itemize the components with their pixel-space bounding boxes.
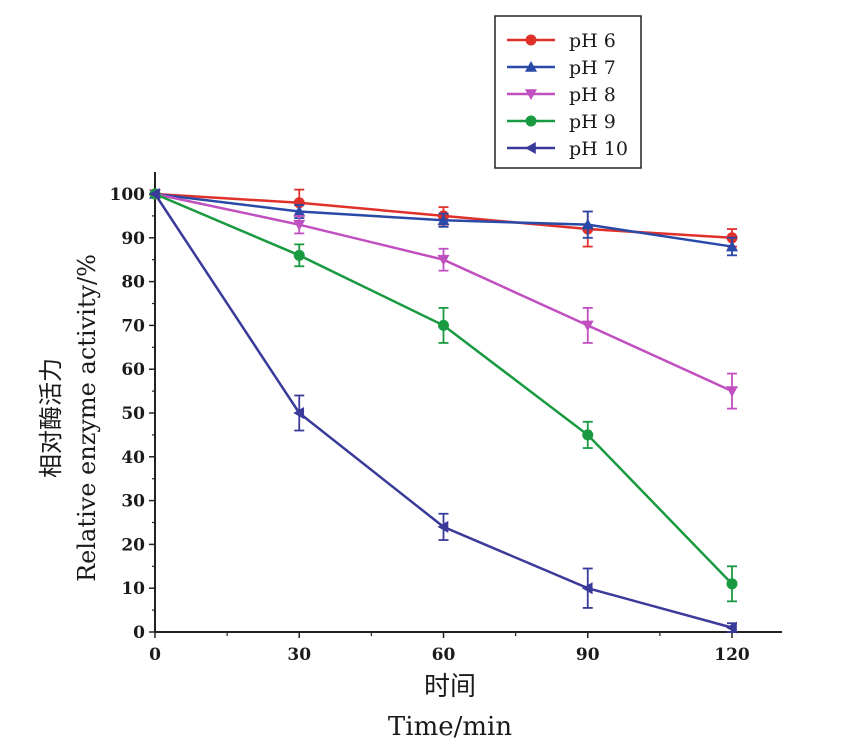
y-tick-label: 60 <box>121 360 145 380</box>
y-axis-label-cn: 相对酶活力 <box>37 358 65 478</box>
data-point <box>293 407 305 419</box>
x-axis-label-en: Time/min <box>388 712 512 742</box>
data-point <box>726 621 737 634</box>
y-tick-label: 100 <box>110 185 146 205</box>
series-ph-10 <box>149 188 737 634</box>
legend-item: pH 8 <box>507 84 616 106</box>
y-tick-label: 90 <box>121 229 145 249</box>
legend-marker <box>525 34 537 46</box>
y-tick-label: 10 <box>121 579 145 599</box>
legend-label: pH 10 <box>569 138 628 160</box>
data-point <box>437 254 450 266</box>
legend-item: pH 7 <box>507 57 616 79</box>
data-point <box>149 188 160 200</box>
x-tick-label: 120 <box>714 645 750 665</box>
y-tick-label: 30 <box>121 492 145 512</box>
legend-marker <box>525 142 536 154</box>
legend-item: pH 10 <box>507 138 628 160</box>
y-axis-label-en: Relative enzyme activity/% <box>73 254 101 582</box>
series-layer <box>149 188 738 634</box>
legend-item: pH 6 <box>507 30 616 52</box>
data-point <box>438 319 449 331</box>
series-ph-7 <box>149 188 738 257</box>
x-tick-label: 60 <box>432 645 456 665</box>
data-point <box>581 218 594 230</box>
data-point <box>293 219 306 231</box>
x-axis-label-cn: 时间 <box>424 672 476 702</box>
data-point <box>726 386 738 398</box>
y-tick-label: 70 <box>121 316 145 336</box>
legend-label: pH 7 <box>569 57 616 79</box>
legend-marker <box>525 89 537 100</box>
x-tick-label: 0 <box>149 645 161 665</box>
data-point <box>582 429 594 441</box>
plot-frame <box>154 172 782 633</box>
data-point <box>293 205 306 217</box>
x-tick-label: 90 <box>576 645 600 665</box>
series-ph-8 <box>149 189 738 410</box>
y-tick-label: 0 <box>133 623 145 643</box>
y-axis-label: 相对酶活力 Relative enzyme activity/% <box>37 254 101 582</box>
y-axis: 0 10 20 30 40 50 60 70 80 90 100 <box>110 185 155 643</box>
legend: pH 6 pH 7 pH 8 pH 9 pH 10 <box>494 15 642 169</box>
data-point <box>581 582 593 595</box>
legend-item: pH 9 <box>507 111 616 133</box>
legend-label: pH 8 <box>569 84 616 106</box>
y-tick-label: 50 <box>121 404 145 424</box>
data-point <box>437 214 450 226</box>
y-tick-label: 40 <box>121 448 145 468</box>
x-axis: 0 30 60 90 120 <box>149 632 750 665</box>
data-point <box>726 240 738 252</box>
legend-marker <box>525 61 537 72</box>
data-point <box>437 520 449 533</box>
legend-marker <box>525 115 537 127</box>
legend-label: pH 9 <box>569 111 616 133</box>
data-point <box>293 249 305 261</box>
y-tick-label: 20 <box>121 535 145 555</box>
data-point <box>581 320 594 332</box>
legend-label: pH 6 <box>569 30 616 52</box>
x-tick-label: 30 <box>287 645 311 665</box>
data-point <box>726 578 738 590</box>
legend-box <box>494 15 642 169</box>
y-tick-label: 80 <box>121 273 145 293</box>
